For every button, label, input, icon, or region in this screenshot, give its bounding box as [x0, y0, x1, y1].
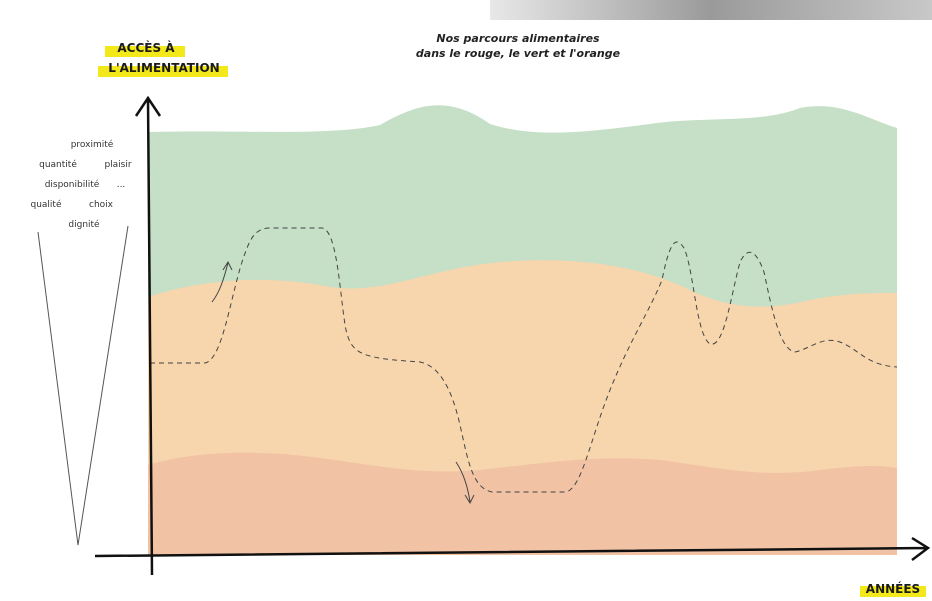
criterion: quantité — [39, 159, 77, 170]
criterion: disponibilité — [45, 179, 100, 190]
criteria-triangle — [38, 226, 128, 545]
criterion: proximité — [71, 139, 114, 150]
criterion: qualité — [31, 199, 62, 210]
page: {"title": {"line1": "Nos parcours alimen… — [0, 0, 932, 601]
x-axis-label: ANNÉES — [866, 581, 920, 596]
y-axis-label: L'ALIMENTATION — [108, 61, 219, 75]
criterion: choix — [89, 200, 114, 210]
diagram: Nos parcours alimentaires dans le rouge,… — [0, 0, 932, 601]
cropped-photo — [490, 0, 932, 20]
title-line: dans le rouge, le vert et l'orange — [416, 47, 621, 60]
criterion: ... — [117, 180, 126, 190]
criterion: plaisir — [104, 160, 131, 170]
title-line: Nos parcours alimentaires — [436, 32, 600, 45]
y-axis-label: ACCÈS À — [117, 40, 175, 55]
criterion: dignité — [68, 219, 100, 230]
